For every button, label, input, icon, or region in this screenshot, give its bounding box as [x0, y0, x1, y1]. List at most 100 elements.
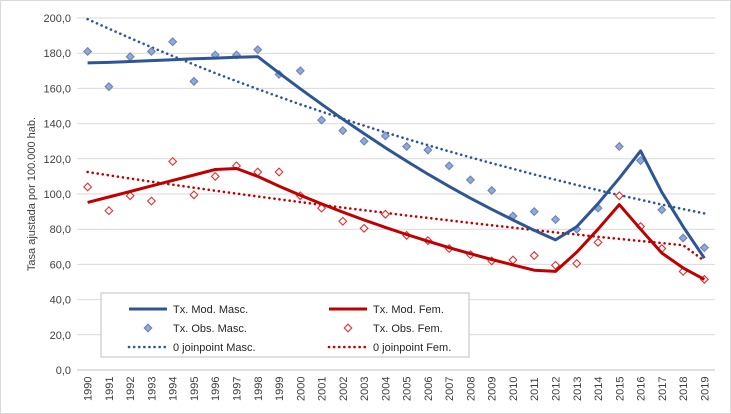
- legend-swatch: [343, 323, 353, 333]
- x-tick-label: 2014: [593, 377, 605, 401]
- legend-label: 0 joinpoint Fem.: [373, 342, 451, 354]
- data-point: [359, 136, 369, 146]
- data-point: [529, 251, 539, 261]
- data-point: [465, 175, 476, 185]
- x-tick-label: 2008: [465, 377, 477, 401]
- x-tick-label: 1991: [104, 377, 116, 401]
- legend-entry: 0 joinpoint Masc.: [127, 342, 256, 354]
- data-point: [168, 37, 178, 47]
- series-0-joinpoint-masc: [86, 17, 706, 215]
- series-tx-mod-masc: [87, 55, 706, 260]
- x-tick-label: 2019: [699, 377, 711, 401]
- data-point: [338, 126, 348, 136]
- data-point: [168, 156, 178, 167]
- x-tick-label: 2017: [657, 377, 669, 401]
- x-tick-label: 2002: [338, 377, 350, 401]
- data-point: [316, 115, 327, 125]
- legend-entry: Tx. Obs. Fem.: [343, 323, 443, 335]
- data-point: [614, 191, 624, 201]
- x-tick-label: 1994: [168, 377, 180, 401]
- data-point: [402, 141, 412, 152]
- data-point: [572, 258, 582, 269]
- legend-label: Tx. Mod. Fem.: [373, 304, 444, 316]
- x-tick-label: 1993: [146, 377, 158, 401]
- legend-entry: Tx. Obs. Masc.: [143, 323, 247, 335]
- data-point: [125, 191, 135, 201]
- y-axis-ticks: 0,0 20,0 40,0 60,0 80,0 100,0 120,0 140,0 160,0 1…: [43, 13, 71, 377]
- y-tick-label: 60,0: [50, 259, 71, 271]
- x-tick-label: 1997: [232, 377, 244, 401]
- series-0-joinpoint-fem: [86, 170, 706, 263]
- x-tick-label: 1999: [274, 377, 286, 401]
- series-line: [86, 170, 706, 263]
- y-tick-label: 80,0: [50, 224, 71, 236]
- data-point: [550, 214, 561, 225]
- x-tick-label: 2001: [317, 377, 329, 401]
- y-tick-label: 100,0: [43, 189, 71, 201]
- legend: Tx. Mod. Masc. Tx. Mod. Fem. Tx. Obs. Masc…: [100, 292, 470, 358]
- data-point: [508, 255, 518, 265]
- data-point: [550, 260, 561, 270]
- data-point: [699, 243, 709, 253]
- x-tick-label: 2018: [678, 377, 690, 401]
- data-point: [529, 207, 539, 217]
- data-point: [487, 185, 497, 196]
- data-point: [104, 82, 114, 92]
- x-axis-ticks: 1990 1991 1992 1993 1994 1995 1996 1997 1998 1999…: [83, 377, 712, 401]
- x-tick-label: 1996: [210, 377, 222, 401]
- data-point: [146, 196, 157, 206]
- data-point: [253, 45, 263, 55]
- data-point: [189, 76, 199, 86]
- x-tick-label: 2011: [529, 377, 541, 401]
- x-tick-label: 1995: [189, 377, 201, 401]
- data-point: [614, 141, 624, 152]
- legend-label: Tx. Obs. Masc.: [173, 323, 247, 335]
- x-tick-label: 2010: [508, 377, 520, 401]
- series-line: [86, 17, 706, 215]
- y-tick-label: 200,0: [43, 13, 71, 25]
- data-point: [635, 155, 646, 166]
- x-tick-label: 2009: [487, 377, 499, 401]
- y-tick-label: 140,0: [43, 119, 71, 131]
- series-tx-mod-fem: [87, 167, 706, 281]
- legend-box: [100, 292, 470, 358]
- data-point: [274, 167, 284, 177]
- data-point: [146, 46, 157, 57]
- legend-entry: 0 joinpoint Fem.: [327, 342, 451, 354]
- y-tick-label: 20,0: [50, 330, 71, 342]
- y-tick-label: 180,0: [43, 48, 71, 60]
- x-tick-label: 2005: [402, 377, 414, 401]
- series-group: [83, 17, 709, 284]
- y-tick-label: 120,0: [43, 154, 71, 166]
- data-point: [423, 145, 433, 155]
- legend-entry: Tx. Mod. Masc.: [129, 304, 248, 316]
- data-point: [189, 190, 199, 200]
- data-point: [444, 161, 454, 171]
- legend-swatch: [143, 323, 153, 333]
- y-axis-title: Tasa ajustada por 100.000 hab.: [26, 117, 38, 271]
- data-point: [359, 223, 369, 233]
- x-tick-label: 2004: [380, 377, 392, 401]
- legend-label: Tx. Mod. Masc.: [173, 304, 248, 316]
- x-tick-label: 2013: [572, 377, 584, 401]
- data-point: [657, 205, 667, 215]
- x-tick-label: 2007: [444, 377, 456, 401]
- x-tick-label: 2000: [295, 377, 307, 401]
- data-point: [380, 209, 390, 219]
- data-point: [125, 52, 135, 62]
- x-tick-label: 1998: [253, 377, 265, 401]
- x-tick-label: 1992: [125, 377, 137, 401]
- data-point: [83, 46, 93, 57]
- data-point: [104, 206, 114, 216]
- data-point: [338, 216, 348, 226]
- legend-entry: Tx. Mod. Fem.: [329, 304, 444, 316]
- y-tick-label: 40,0: [50, 295, 71, 307]
- data-point: [678, 233, 688, 243]
- data-point: [83, 182, 93, 192]
- series-tx-obs-masc: [83, 37, 709, 253]
- series-line: [87, 55, 706, 260]
- y-tick-label: 160,0: [43, 83, 71, 95]
- x-tick-label: 2006: [423, 377, 435, 401]
